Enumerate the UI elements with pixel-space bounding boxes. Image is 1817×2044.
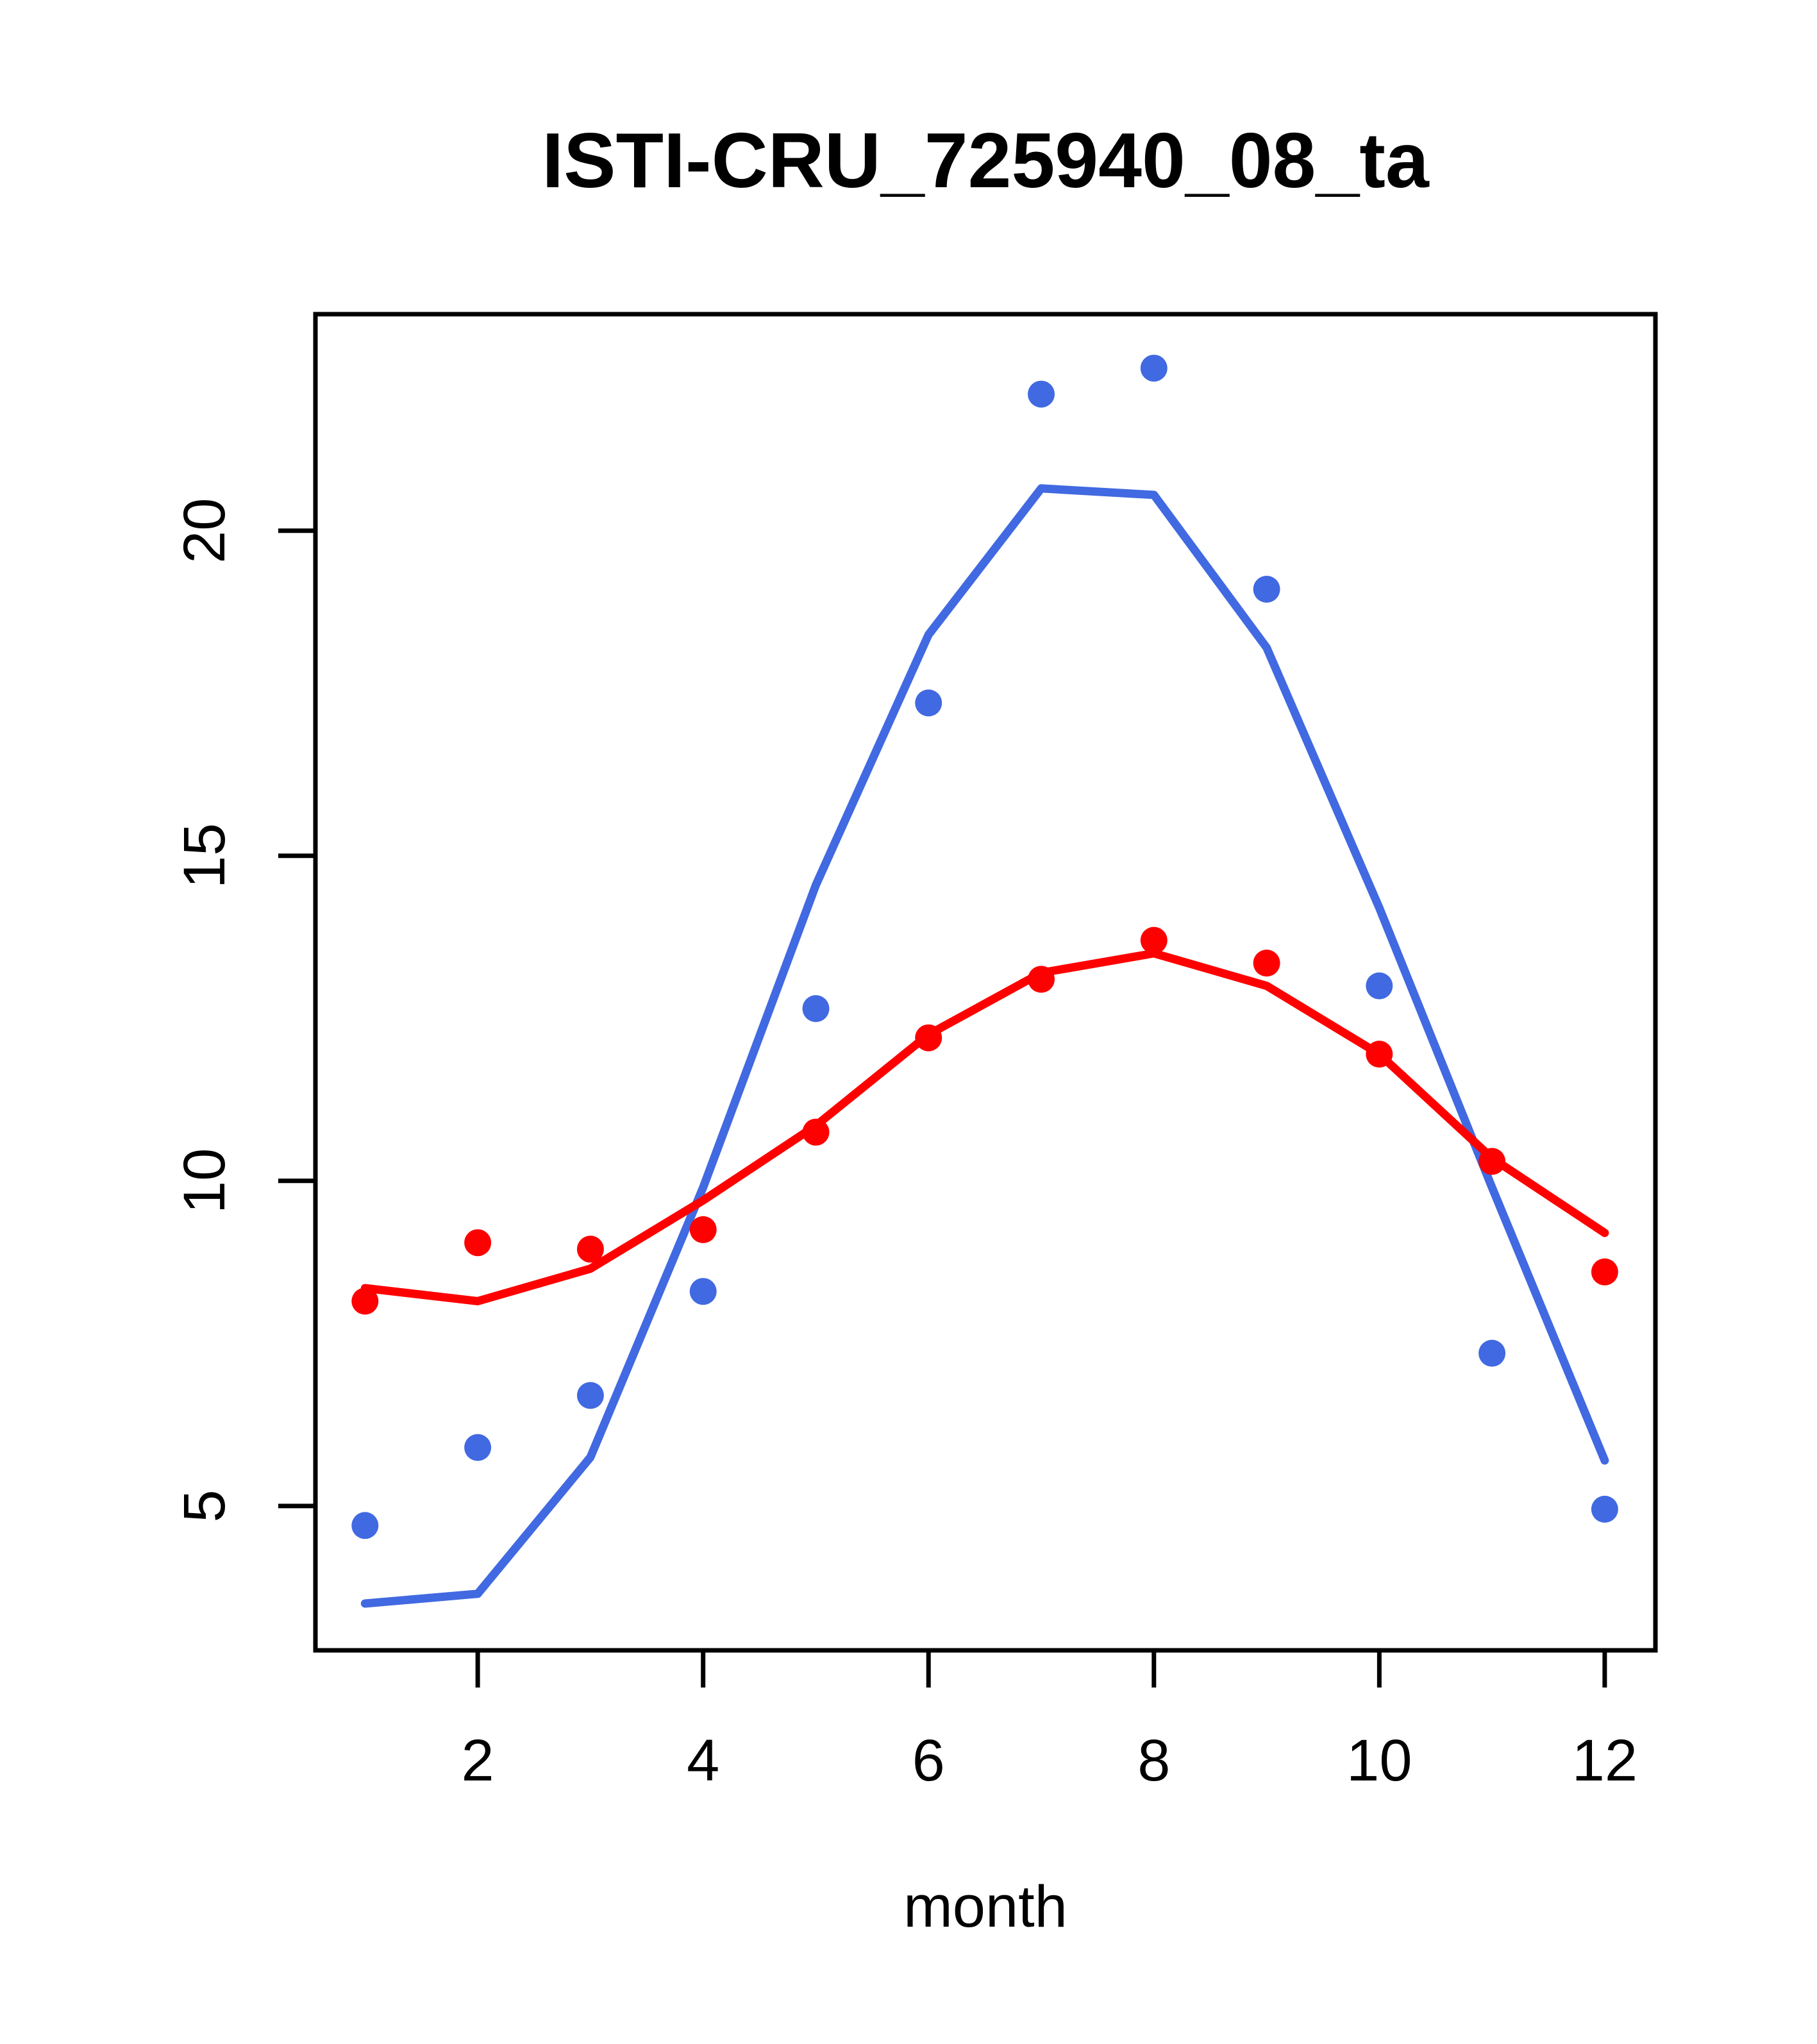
red-points-dot (689, 1216, 717, 1243)
y-tick-label: 10 (172, 1148, 237, 1214)
red-points-dot (1591, 1258, 1618, 1286)
blue-points-dot (915, 689, 942, 717)
x-tick-label: 10 (1346, 1728, 1412, 1793)
blue-points-dot (1028, 380, 1055, 408)
y-tick-label: 20 (172, 498, 237, 564)
blue-smooth-line (360, 484, 1609, 1608)
x-tick-label: 12 (1572, 1728, 1637, 1793)
blue-points-dot (1478, 1339, 1506, 1367)
red-points-dot (915, 1024, 942, 1051)
red-points-dot (1253, 950, 1280, 977)
red-points-dot (576, 1236, 604, 1263)
x-axis-title: month (903, 1874, 1068, 1939)
red-points-dot (464, 1229, 492, 1257)
red-points-dot (1140, 926, 1168, 954)
blue-points-dot (689, 1278, 717, 1305)
blue-points-dot (351, 1512, 379, 1539)
y-tick-label: 15 (172, 823, 237, 889)
chart-title: ISTI-CRU_725940_08_ta (542, 117, 1430, 204)
x-tick-label: 4 (687, 1728, 719, 1793)
red-smooth-line (360, 949, 1609, 1305)
x-tick-label: 8 (1137, 1728, 1170, 1793)
blue-points-dot (802, 995, 830, 1023)
blue-points-dot (1253, 576, 1280, 603)
plot-area: 2 4 6 8 10 12 5 10 15 20 (172, 312, 1658, 1793)
blue-points-dot (1366, 972, 1393, 1000)
x-tick-label: 2 (462, 1728, 494, 1793)
plot-box (313, 312, 1658, 1653)
x-tick-label: 6 (912, 1728, 945, 1793)
red-points-dot (1028, 966, 1055, 993)
red-points-dot (351, 1287, 379, 1315)
blue-points-dot (464, 1434, 492, 1461)
blue-points-dot (576, 1382, 604, 1409)
red-points-dot (802, 1118, 830, 1146)
y-tick-label: 5 (172, 1489, 237, 1522)
red-points-dot (1478, 1148, 1506, 1175)
blue-points-dot (1140, 355, 1168, 382)
blue-points-dot (1591, 1495, 1618, 1523)
red-points-dot (1366, 1041, 1393, 1068)
